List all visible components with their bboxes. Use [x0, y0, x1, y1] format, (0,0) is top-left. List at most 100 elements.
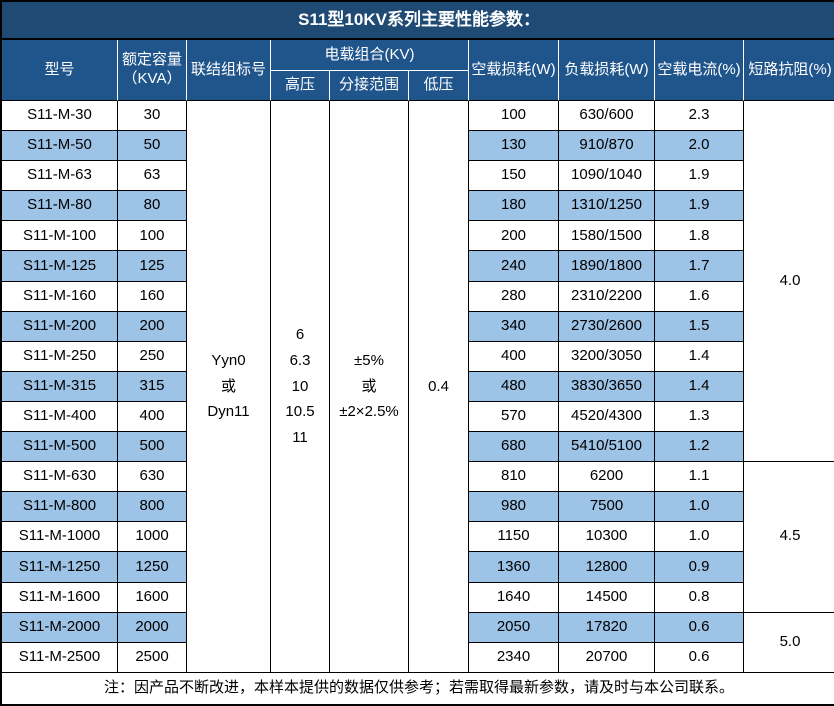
- table-row: S11-M-500 500 680 5410/5100 1.2: [2, 432, 834, 463]
- capacity-cell: 125: [118, 251, 187, 282]
- load-loss-cell: 10300: [559, 522, 655, 553]
- no-load-current-cell: 1.0: [655, 492, 744, 523]
- no-load-current-cell: 0.8: [655, 582, 744, 613]
- capacity-cell: 250: [118, 341, 187, 372]
- header-voltage-group: 电载组合(KV): [271, 40, 469, 71]
- header-model: 型号: [2, 40, 118, 101]
- table-row: S11-M-400 400 570 4520/4300 1.3: [2, 401, 834, 433]
- no-load-loss-cell: 280: [469, 281, 559, 312]
- load-loss-cell: 2730/2600: [559, 311, 655, 342]
- header-capacity: 额定容量 （KVA）: [118, 40, 187, 101]
- no-load-loss-cell: 1360: [469, 552, 559, 583]
- model-cell: S11-M-1000: [2, 522, 118, 553]
- model-cell: S11-M-630: [2, 462, 118, 493]
- model-cell: S11-M-200: [2, 311, 118, 342]
- load-loss-cell: 14500: [559, 582, 655, 613]
- table-row: S11-M-315 315 480 3830/3650 1.4: [2, 371, 834, 402]
- no-load-current-cell: 1.8: [655, 221, 744, 252]
- no-load-current-cell: 1.2: [655, 432, 744, 463]
- load-loss-cell: 12800: [559, 552, 655, 583]
- model-cell: S11-M-2500: [2, 642, 118, 673]
- model-cell: S11-M-1600: [2, 582, 118, 613]
- no-load-loss-cell: 200: [469, 221, 559, 252]
- load-loss-cell: 4520/4300: [559, 401, 655, 433]
- model-cell: S11-M-80: [2, 191, 118, 222]
- load-loss-cell: 3200/3050: [559, 341, 655, 372]
- table-row: S11-M-125 125 240 1890/1800 1.7: [2, 251, 834, 282]
- no-load-loss-cell: 1150: [469, 522, 559, 553]
- no-load-loss-cell: 100: [469, 101, 559, 132]
- capacity-cell: 2500: [118, 642, 187, 673]
- no-load-current-cell: 1.4: [655, 371, 744, 402]
- low-voltage-merged-cell: 0.4: [409, 101, 469, 673]
- impedance-merged-cell: 5.0: [744, 612, 834, 673]
- impedance-merged-cell: 4.5: [744, 462, 834, 613]
- no-load-current-cell: 1.6: [655, 281, 744, 312]
- header-impedance: 短路抗阻(%): [744, 40, 834, 101]
- load-loss-cell: 3830/3650: [559, 371, 655, 402]
- table-row: S11-M-1600 1600 1640 14500 0.8: [2, 582, 834, 613]
- header-connection: 联结组标号: [187, 40, 271, 101]
- table-row: S11-M-160 160 280 2310/2200 1.6: [2, 281, 834, 312]
- no-load-current-cell: 1.5: [655, 311, 744, 342]
- model-cell: S11-M-50: [2, 131, 118, 162]
- no-load-loss-cell: 340: [469, 311, 559, 342]
- capacity-cell: 2000: [118, 612, 187, 643]
- no-load-current-cell: 1.7: [655, 251, 744, 282]
- capacity-cell: 50: [118, 131, 187, 162]
- no-load-current-cell: 0.9: [655, 552, 744, 583]
- no-load-current-cell: 2.0: [655, 131, 744, 162]
- capacity-cell: 160: [118, 281, 187, 312]
- no-load-loss-cell: 980: [469, 492, 559, 523]
- load-loss-cell: 1890/1800: [559, 251, 655, 282]
- capacity-cell: 1000: [118, 522, 187, 553]
- no-load-loss-cell: 180: [469, 191, 559, 222]
- header-low-voltage: 低压: [409, 71, 469, 101]
- no-load-loss-cell: 2340: [469, 642, 559, 673]
- table-row: S11-M-2000 2000 2050 17820 0.6 5.0: [2, 612, 834, 673]
- table-row: S11-M-63 63 150 1090/1040 1.9: [2, 161, 834, 192]
- header-load-loss: 负载损耗(W): [559, 40, 655, 101]
- no-load-loss-cell: 400: [469, 341, 559, 372]
- table-row: S11-M-30 30 Yyn0 或 Dyn11 6 6.3 10 10.5 11 ±5…: [2, 101, 834, 673]
- page-title: S11型10KV系列主要性能参数：: [2, 2, 834, 40]
- capacity-cell: 200: [118, 311, 187, 342]
- load-loss-cell: 5410/5100: [559, 432, 655, 463]
- model-cell: S11-M-160: [2, 281, 118, 312]
- table-row: S11-M-1250 1250 1360 12800 0.9: [2, 552, 834, 583]
- load-loss-cell: 17820: [559, 612, 655, 643]
- no-load-loss-cell: 570: [469, 401, 559, 433]
- header-high-voltage: 高压: [271, 71, 330, 101]
- header-no-load-current: 空载电流(%): [655, 40, 744, 101]
- load-loss-cell: 7500: [559, 492, 655, 523]
- table-row: S11-M-80 80 180 1310/1250 1.9: [2, 191, 834, 222]
- header-row-sub: 高压 分接范围 低压: [2, 71, 834, 101]
- no-load-current-cell: 1.9: [655, 191, 744, 222]
- load-loss-cell: 1310/1250: [559, 191, 655, 222]
- connection-merged-cell: Yyn0 或 Dyn11: [187, 101, 271, 673]
- no-load-current-cell: 1.3: [655, 401, 744, 433]
- model-cell: S11-M-1250: [2, 552, 118, 583]
- no-load-loss-cell: 150: [469, 161, 559, 192]
- model-cell: S11-M-500: [2, 432, 118, 463]
- tap-range-merged-cell: ±5% 或 ±2×2.5%: [330, 101, 409, 673]
- capacity-cell: 80: [118, 191, 187, 222]
- no-load-current-cell: 1.9: [655, 161, 744, 192]
- no-load-loss-cell: 480: [469, 371, 559, 402]
- no-load-current-cell: 0.6: [655, 642, 744, 673]
- capacity-cell: 500: [118, 432, 187, 463]
- table-row: S11-M-100 100 200 1580/1500 1.8: [2, 221, 834, 252]
- high-voltage-merged-cell: 6 6.3 10 10.5 11: [271, 101, 330, 673]
- table-row: S11-M-630 630 810 6200 1.1 4.5: [2, 462, 834, 613]
- capacity-cell: 1250: [118, 552, 187, 583]
- capacity-cell: 800: [118, 492, 187, 523]
- model-cell: S11-M-800: [2, 492, 118, 523]
- table-body: S11-M-30 30 Yyn0 或 Dyn11 6 6.3 10 10.5 11 ±5…: [2, 101, 834, 673]
- no-load-loss-cell: 1640: [469, 582, 559, 613]
- load-loss-cell: 630/600: [559, 101, 655, 132]
- table-row: S11-M-200 200 340 2730/2600 1.5: [2, 311, 834, 342]
- model-cell: S11-M-100: [2, 221, 118, 252]
- impedance-merged-cell: 4.0: [744, 101, 834, 463]
- capacity-cell: 63: [118, 161, 187, 192]
